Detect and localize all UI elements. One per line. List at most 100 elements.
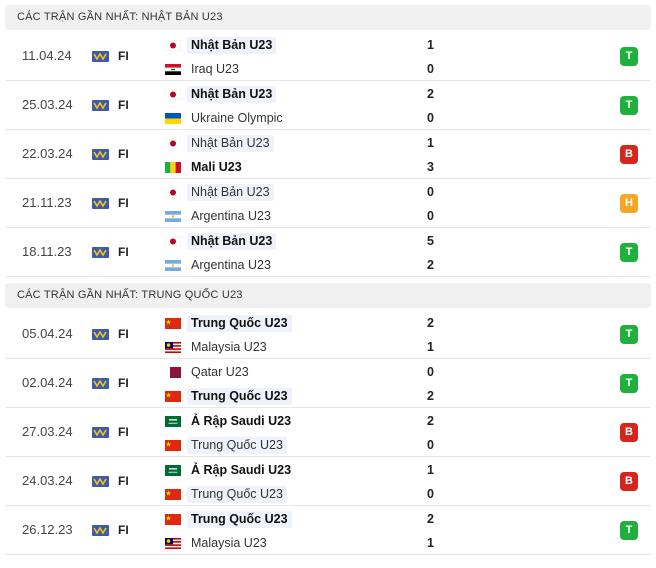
team-name: Ả Rập Saudi U23 [191,414,292,428]
competition-icon [92,378,109,389]
team-score: 2 [427,414,434,428]
team-name: Trung Quốc U23 [187,388,292,405]
team-name: Qatar U23 [191,365,249,379]
team-score: 0 [427,209,434,223]
competition: FI [118,425,129,439]
team-name: Argentina U23 [191,258,271,272]
result-badge: T [620,374,638,393]
competition: FI [118,49,129,63]
competition: FI [118,523,129,537]
match-row: 05.04.24 FI Trung Quốc U23 2 Malaysia U23 1 T [5,310,651,359]
team-score: 1 [427,340,434,354]
team-flag [165,391,181,402]
team-name: Nhật Bản U23 [187,135,274,152]
section-header: CÁC TRẬN GẦN NHẤT: NHẬT BẢN U23 [5,5,651,30]
competition-icon [92,149,109,160]
team-flag [165,211,181,222]
match-date: 22.03.24 [22,146,73,161]
match-date: 18.11.23 [22,244,72,259]
team-score: 2 [427,512,434,526]
team-flag [165,465,181,476]
team-score: 0 [427,365,434,379]
team-score: 2 [427,389,434,403]
competition-icon [92,51,109,62]
match-row: 02.04.24 FI Qatar U23 0 Trung Quốc U23 2 T [5,359,651,408]
team-score: 5 [427,234,434,248]
team-name: Nhật Bản U23 [187,184,274,201]
team-name: Malaysia U23 [191,340,267,354]
competition: FI [118,327,129,341]
result-badge: H [620,194,638,213]
competition: FI [118,474,129,488]
result-badge: T [620,243,638,262]
section-header: CÁC TRẬN GẦN NHẤT: TRUNG QUỐC U23 [5,283,651,308]
result-badge: B [620,423,638,442]
team-flag [165,367,181,378]
match-date: 25.03.24 [22,97,73,112]
match-row: 26.12.23 FI Trung Quốc U23 2 Malaysia U23 1 T [5,506,651,555]
team-score: 0 [427,487,434,501]
team-flag [165,40,181,51]
team-flag [165,489,181,500]
team-flag [165,416,181,427]
team-score: 1 [427,536,434,550]
result-badge: B [620,145,638,164]
team-score: 1 [427,38,434,52]
team-name: Trung Quốc U23 [187,315,292,332]
match-date: 26.12.23 [22,522,73,537]
team-score: 1 [427,463,434,477]
match-row: 24.03.24 FI Ả Rập Saudi U23 1 Trung Quốc U23… [5,457,651,506]
team-flag [165,236,181,247]
match-date: 24.03.24 [22,473,73,488]
team-name: Mali U23 [191,160,242,174]
team-score: 0 [427,62,434,76]
result-badge: T [620,521,638,540]
match-date: 02.04.24 [22,375,73,390]
team-flag [165,538,181,549]
competition: FI [118,245,129,259]
team-score: 0 [427,438,434,452]
match-date: 11.04.24 [22,48,72,63]
match-row: 21.11.23 FI Nhật Bản U23 0 Argentina U23 0 H [5,179,651,228]
match-row: 25.03.24 FI Nhật Bản U23 2 Ukraine Olympic 0 T [5,81,651,130]
competition-icon [92,198,109,209]
team-name: Nhật Bản U23 [187,86,277,103]
match-row: 11.04.24 FI Nhật Bản U23 1 Iraq U23 0 T [5,32,651,81]
team-name: Ukraine Olympic [191,111,283,125]
team-flag [165,89,181,100]
team-flag [165,138,181,149]
competition-icon [92,247,109,258]
team-flag [165,440,181,451]
team-score: 0 [427,111,434,125]
team-flag [165,342,181,353]
match-row: 18.11.23 FI Nhật Bản U23 5 Argentina U23 2 T [5,228,651,277]
team-flag [165,260,181,271]
competition-icon [92,525,109,536]
match-date: 21.11.23 [22,195,72,210]
team-name: Trung Quốc U23 [187,437,287,454]
team-flag [165,514,181,525]
team-name: Argentina U23 [191,209,271,223]
match-date: 27.03.24 [22,424,73,439]
team-score: 2 [427,316,434,330]
team-score: 2 [427,258,434,272]
team-flag [165,318,181,329]
team-name: Trung Quốc U23 [187,486,287,503]
competition-icon [92,100,109,111]
team-flag [165,64,181,75]
competition: FI [118,147,129,161]
team-score: 0 [427,185,434,199]
team-flag [165,162,181,173]
match-date: 05.04.24 [22,326,73,341]
team-name: Nhật Bản U23 [187,233,277,250]
result-badge: T [620,47,638,66]
team-score: 2 [427,87,434,101]
team-name: Nhật Bản U23 [187,37,277,54]
team-name: Iraq U23 [191,62,239,76]
match-row: 22.03.24 FI Nhật Bản U23 1 Mali U23 3 B [5,130,651,179]
competition: FI [118,376,129,390]
competition-icon [92,427,109,438]
team-name: Trung Quốc U23 [187,511,292,528]
team-flag [165,113,181,124]
